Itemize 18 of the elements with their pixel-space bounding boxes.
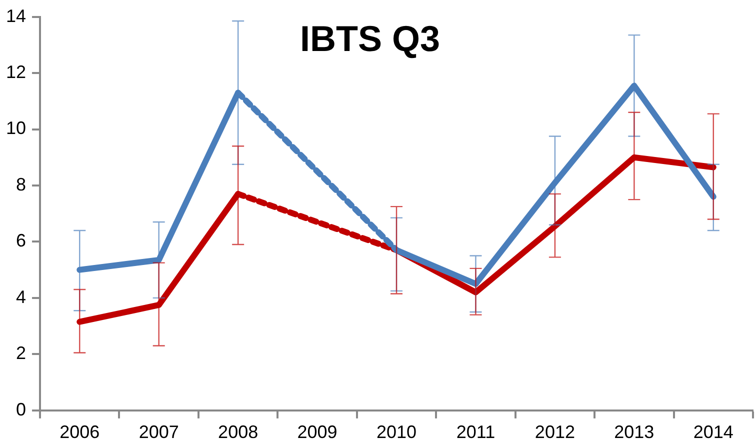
y-tick-label: 14 (6, 6, 26, 26)
y-tick-label: 6 (16, 230, 26, 251)
y-tick-label: 2 (16, 343, 26, 364)
y-tick-label: 4 (16, 286, 26, 307)
y-tick-label: 8 (16, 174, 26, 194)
x-tick-label: 2010 (376, 422, 417, 442)
y-tick-label: 12 (6, 62, 26, 82)
x-tick-label: 2011 (456, 422, 496, 442)
x-tick-label: 2009 (297, 422, 338, 442)
x-tick-label: 2007 (138, 422, 179, 442)
x-tick-label: 2012 (534, 422, 575, 442)
x-tick-label: 2008 (218, 422, 258, 442)
y-tick-label: 0 (16, 399, 26, 420)
y-tick-label: 10 (6, 118, 26, 138)
x-tick-label: 2006 (60, 422, 100, 442)
chart-title: IBTS Q3 (300, 18, 440, 60)
x-tick-label: 2013 (614, 422, 654, 442)
x-tick-label: 2014 (693, 422, 734, 442)
